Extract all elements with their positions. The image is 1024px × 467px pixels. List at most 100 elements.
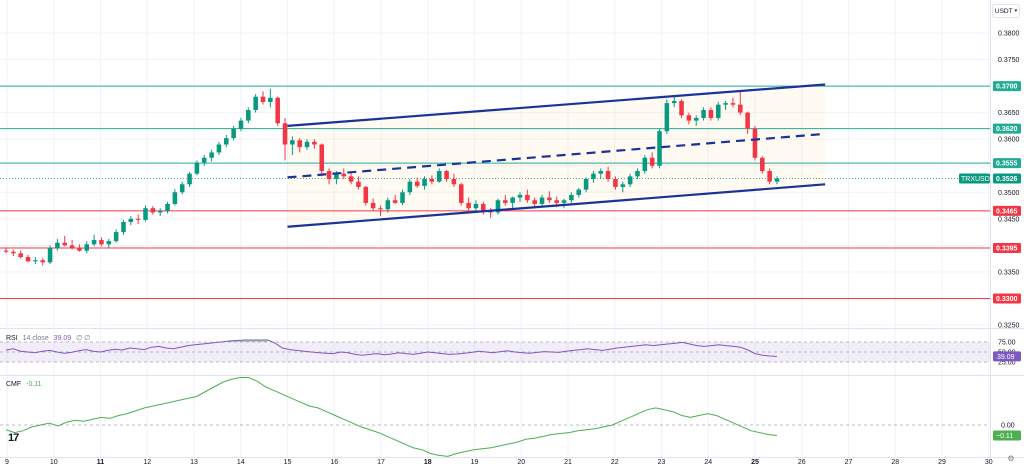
candle-body xyxy=(25,257,31,262)
level-badge xyxy=(993,158,1021,169)
time-tick-label: 27 xyxy=(845,459,853,466)
price-tick-label: 0.3600 xyxy=(998,137,1020,144)
candle-body xyxy=(297,140,302,148)
price-axis[interactable]: 0.38000.37500.37000.36500.36000.35500.35… xyxy=(959,31,1021,330)
candle-body xyxy=(686,115,692,121)
candle-body xyxy=(510,197,515,203)
time-tick-label: 30 xyxy=(985,459,993,466)
candle-body xyxy=(657,131,662,166)
rsi-line xyxy=(5,339,778,357)
candle-body xyxy=(598,171,604,174)
candle-body xyxy=(18,253,23,258)
rsi-legend[interactable]: RSI 14 close 39.09 ∅ ∅ xyxy=(6,334,90,342)
level-badge-label: 0.3300 xyxy=(996,296,1018,303)
candle-body xyxy=(356,181,361,187)
channel-upper-line xyxy=(287,83,826,128)
candle-body xyxy=(620,184,626,187)
candle-body xyxy=(143,208,148,220)
candle-body xyxy=(774,178,780,182)
symbol-badge xyxy=(959,173,990,184)
candle-body xyxy=(135,218,141,220)
candle-body xyxy=(532,200,537,204)
currency-label: USDT xyxy=(994,7,1013,15)
candle-body xyxy=(635,171,640,177)
current-price-label: 0.3526 xyxy=(996,176,1018,183)
cmf-value-badge xyxy=(993,430,1021,441)
rsi-value-badge-label: 39.09 xyxy=(997,354,1015,361)
levels xyxy=(0,85,990,299)
level-badge xyxy=(993,205,1021,216)
candle-body xyxy=(701,109,706,118)
cmf-legend[interactable]: CMF -0.11 xyxy=(6,381,42,388)
level-badge xyxy=(993,123,1021,134)
candle-body xyxy=(113,232,119,242)
candle-body xyxy=(341,173,347,177)
candle-body xyxy=(414,181,420,186)
candle-body xyxy=(55,242,60,249)
time-tick-label: 11 xyxy=(97,459,105,466)
cmf-pane: 0.00 −0.11 xyxy=(0,377,1021,457)
cmf-name: CMF xyxy=(6,381,22,388)
time-tick-label: 25 xyxy=(751,459,759,466)
candle-body xyxy=(517,194,523,198)
time-tick-label: 28 xyxy=(891,459,899,466)
candle-body xyxy=(392,200,398,203)
candle-body xyxy=(179,184,185,193)
candle-body xyxy=(224,138,229,145)
candle-body xyxy=(723,103,728,105)
candle-body xyxy=(326,171,332,179)
candle-body xyxy=(385,200,391,210)
candle-body xyxy=(378,208,383,210)
candle-body xyxy=(282,123,288,145)
tradingview-logo[interactable]: 17 xyxy=(8,432,19,444)
candle-body xyxy=(752,128,758,158)
candle-body xyxy=(84,244,90,251)
candle-body xyxy=(165,203,170,211)
candle-body xyxy=(334,173,339,179)
candle-body xyxy=(481,203,486,211)
candle-body xyxy=(693,117,699,121)
candle-body xyxy=(348,176,354,182)
rsi-value-badge xyxy=(993,351,1021,362)
rsi-axis-label: 75.00 xyxy=(998,340,1016,347)
time-axis[interactable]: 9 10 11 12 13 14 15 16 17 18 19 20 21 22 23 24 25 26 27 28 2… xyxy=(5,459,993,466)
candle-body xyxy=(231,128,236,139)
level-badge xyxy=(993,293,1021,304)
candle-body xyxy=(613,179,618,187)
candle-body xyxy=(730,103,736,105)
candle-body xyxy=(62,242,68,246)
candle-body xyxy=(436,171,442,182)
candle-body xyxy=(304,141,310,148)
candle-body xyxy=(760,157,765,172)
cmf-value: -0.11 xyxy=(26,381,42,388)
candle-body xyxy=(209,152,214,158)
rsi-extra: ∅ ∅ xyxy=(76,335,91,342)
candle-body xyxy=(569,194,574,201)
candle-body xyxy=(312,141,317,145)
candle-body xyxy=(363,186,369,203)
candle-body xyxy=(172,192,178,204)
candles xyxy=(3,88,780,266)
level-badge-label: 0.3465 xyxy=(996,208,1018,215)
time-tick-label: 23 xyxy=(658,459,666,466)
candle-body xyxy=(576,189,582,195)
candle-body xyxy=(708,109,714,118)
current-price-badge xyxy=(993,173,1021,184)
candle-body xyxy=(400,192,405,203)
candle-body xyxy=(605,171,611,179)
cmf-value-badge-label: −0.11 xyxy=(996,433,1013,440)
gear-icon[interactable]: ⚙ xyxy=(1007,453,1015,463)
cmf-axis-label: 0.00 xyxy=(1001,423,1015,430)
rsi-params: 14 close xyxy=(22,335,49,342)
candle-body xyxy=(407,181,413,193)
currency-selector[interactable]: USDT ▾ xyxy=(992,4,1020,18)
candle-body xyxy=(547,197,552,201)
candle-body xyxy=(525,194,530,201)
candle-body xyxy=(495,200,501,213)
candle-body xyxy=(627,176,633,185)
time-tick-label: 29 xyxy=(938,459,946,466)
channel-lower-line xyxy=(287,183,826,228)
channel-lines xyxy=(287,83,826,228)
candle-body xyxy=(458,184,464,203)
